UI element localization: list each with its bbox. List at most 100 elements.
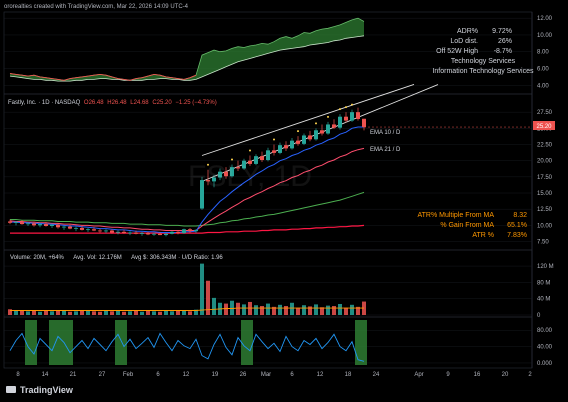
time-axis-label: Mar <box>261 372 271 378</box>
candle-body <box>128 232 132 234</box>
volume-bar <box>326 305 330 315</box>
candle-body <box>14 222 18 223</box>
candle-body <box>284 145 288 149</box>
price-tick-label: 20.00 <box>537 159 553 165</box>
volume-bar <box>200 263 204 315</box>
volume-tick-label: 80 M <box>537 280 550 286</box>
volume-bar <box>122 311 126 315</box>
tradingview-logo[interactable]: TradingView <box>6 385 74 395</box>
volume-bar <box>356 306 360 315</box>
stats-table-top: ADR% 9.72% LoD dist. 26% Off 52W High -8… <box>432 28 534 75</box>
ohlc-low: L24.68 <box>130 100 149 106</box>
candle-body <box>338 116 342 128</box>
time-axis-label: Apr <box>414 372 423 378</box>
time-axis-label: 16 <box>474 372 481 378</box>
candle-body <box>38 224 42 226</box>
symbol-legend[interactable]: Fastly, Inc. · 1D · NASDAQ O26.48 H26.48… <box>8 100 217 106</box>
volume-bar <box>32 310 36 315</box>
candle-body <box>98 230 102 232</box>
candle-body <box>122 231 126 234</box>
ma50-line <box>10 191 365 227</box>
stat-value-atr-pct: 7.83% <box>507 232 527 239</box>
volume-bar <box>164 310 168 315</box>
stat-industry: Information Technology Services <box>432 68 534 75</box>
time-axis-label: 21 <box>70 372 77 378</box>
candle-body <box>194 229 198 232</box>
header-credit: ororealties created with TradingView.com… <box>4 4 189 10</box>
candle-body <box>20 222 24 225</box>
tradingview-logo-text: TradingView <box>20 385 74 395</box>
volume-bar <box>44 310 48 315</box>
stat-value-52w: -8.7% <box>494 48 512 55</box>
candle-body <box>290 140 294 149</box>
oscillator-tick-label: 80.00 <box>537 328 553 334</box>
candle-body <box>74 227 78 229</box>
volume-bar <box>80 310 84 315</box>
candle-body <box>206 180 210 182</box>
time-axis-label: 18 <box>345 372 352 378</box>
volume-bar <box>20 310 24 315</box>
signal-marker <box>273 138 275 141</box>
rs-tick-label: 6.00 <box>537 67 549 73</box>
volume-bar <box>128 311 132 315</box>
candle-body <box>314 130 318 140</box>
signal-marker <box>249 149 251 152</box>
volume-bar <box>86 310 90 315</box>
volume-bar <box>302 305 306 315</box>
volume-bar <box>56 310 60 315</box>
ma200-line <box>10 224 365 234</box>
candle-body <box>158 233 162 236</box>
candle-body <box>134 232 138 234</box>
candle-body <box>218 171 222 178</box>
volume-legend-avg: Avg. Vol: 12.176M <box>73 255 122 261</box>
volume-bar <box>308 306 312 315</box>
ema10-label: EMA 10 / D <box>370 130 401 136</box>
signal-marker <box>345 106 347 109</box>
volume-bar <box>266 303 270 315</box>
candle-body <box>350 112 354 121</box>
volume-bar <box>284 306 288 315</box>
candle-body <box>92 229 96 231</box>
candle-body <box>296 140 300 144</box>
volume-bar <box>152 311 156 315</box>
oscillator-highlight <box>115 320 127 365</box>
candle-body <box>140 233 144 234</box>
volume-bar <box>188 311 192 315</box>
volume-bar <box>278 304 282 315</box>
time-axis-label: 20 <box>502 372 509 378</box>
price-tick-label: 15.00 <box>537 191 553 197</box>
candle-body <box>44 224 48 227</box>
price-tick-label: 7.50 <box>537 240 549 246</box>
time-axis-label: 6 <box>290 372 294 378</box>
rs-tick-label: 12.00 <box>537 16 553 22</box>
oscillator-highlight <box>355 320 367 365</box>
candle-body <box>170 231 174 234</box>
volume-bar <box>50 311 54 315</box>
ohlc-change: −1.25 (−4.73%) <box>175 100 216 106</box>
rs-tick-label: 10.00 <box>537 33 553 39</box>
time-axis-label: 8 <box>16 372 20 378</box>
volume-bar <box>350 304 354 315</box>
volume-bar <box>104 310 108 315</box>
ohlc-close: C25.20 <box>152 100 172 106</box>
volume-bar <box>320 307 324 315</box>
ema10-line <box>10 126 364 233</box>
volume-bar <box>254 305 258 315</box>
stat-value-atr-multiple: 8.32 <box>513 212 527 219</box>
rs-early-line <box>9 73 197 81</box>
candle-body <box>230 167 234 177</box>
volume-bar <box>146 310 150 315</box>
candle-body <box>260 156 264 161</box>
stat-label-gain-from-ma: % Gain From MA <box>440 222 494 229</box>
candle-body <box>104 230 108 232</box>
candle-body <box>26 223 30 225</box>
last-price-value: 25.20 <box>536 124 552 130</box>
volume-bar <box>62 310 66 315</box>
oscillator-tick-label: 40.00 <box>537 345 553 351</box>
time-axis-label: 2 <box>528 372 532 378</box>
signal-marker <box>339 108 341 111</box>
time-axis-label: 14 <box>42 372 49 378</box>
symbol-name: Fastly, Inc. · 1D · NASDAQ <box>8 100 81 106</box>
